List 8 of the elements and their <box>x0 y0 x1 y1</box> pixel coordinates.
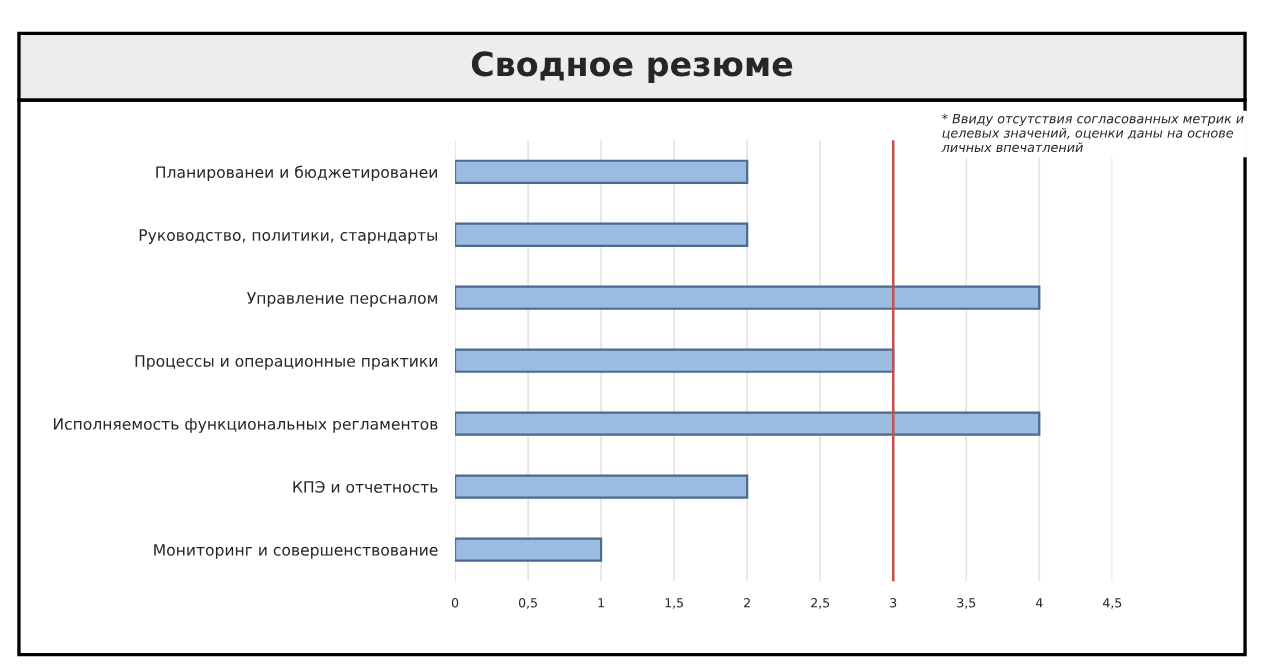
chart-title: Сводное резюме <box>471 51 793 83</box>
bar <box>455 474 749 499</box>
bar <box>455 411 1041 436</box>
bar <box>455 537 603 562</box>
bar <box>455 222 749 247</box>
bar <box>455 285 1041 310</box>
bar <box>455 159 749 184</box>
bar <box>455 348 895 373</box>
